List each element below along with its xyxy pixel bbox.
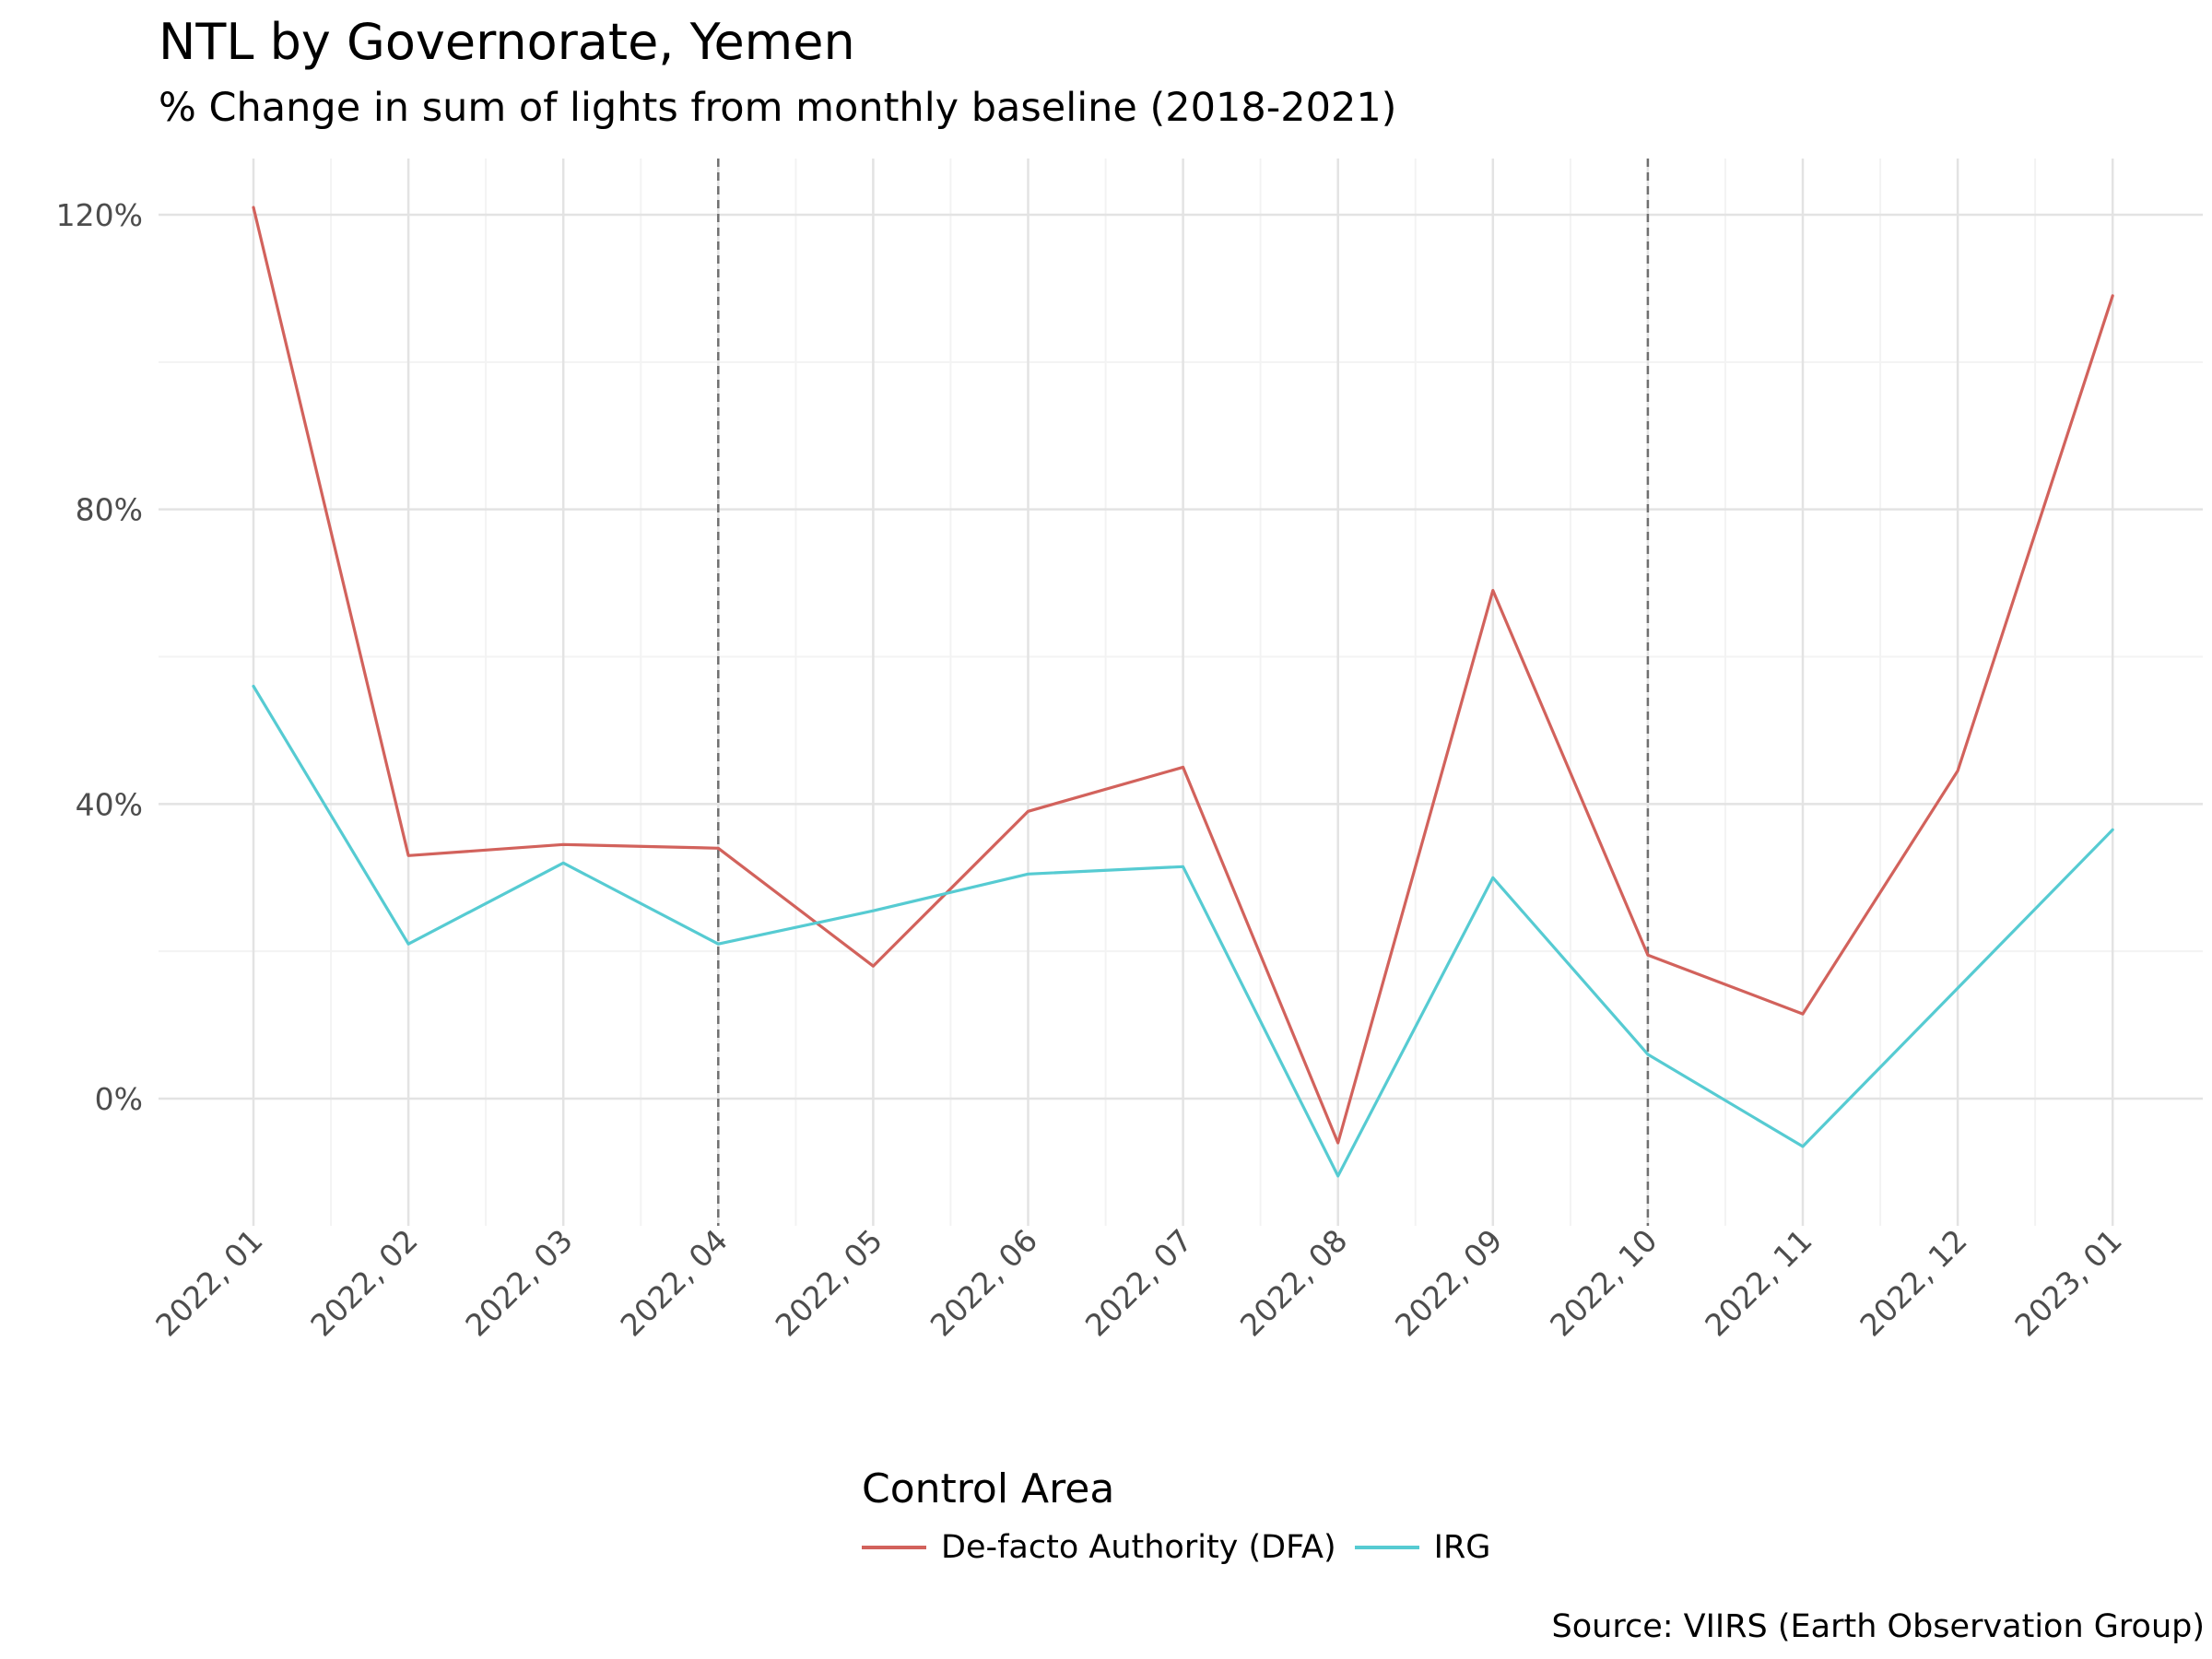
legend-swatch-dfa: [862, 1546, 926, 1549]
x-tick-label: 2022, 09: [1388, 1222, 1509, 1343]
legend-title: Control Area: [862, 1465, 1115, 1512]
y-tick-label: 120%: [56, 197, 143, 233]
x-tick-label: 2022, 05: [769, 1222, 889, 1343]
x-tick-label: 2022, 03: [458, 1222, 579, 1343]
x-tick-label: 2022, 04: [613, 1222, 734, 1343]
y-tick-label: 40%: [76, 786, 143, 822]
y-tick-label: 80%: [76, 492, 143, 528]
x-tick-label: 2023, 01: [2007, 1222, 2128, 1343]
x-tick-label: 2022, 08: [1233, 1222, 1354, 1343]
legend-item-irg: IRG: [1354, 1529, 1491, 1566]
x-tick-label: 2022, 07: [1078, 1222, 1199, 1343]
x-tick-label: 2022, 11: [1698, 1222, 1818, 1343]
x-tick-label: 2022, 06: [924, 1222, 1044, 1343]
chart-title: NTL by Governorate, Yemen: [159, 13, 855, 71]
legend-label-irg: IRG: [1433, 1529, 1491, 1566]
x-tick-label: 2022, 12: [1853, 1222, 1973, 1343]
legend-label-dfa: De-facto Authority (DFA): [941, 1529, 1336, 1566]
chart-caption: Source: VIIRS (Earth Observation Group): [1551, 1608, 2205, 1645]
legend-item-dfa: De-facto Authority (DFA): [862, 1529, 1336, 1566]
series-line-dfa: [252, 206, 2114, 1145]
x-tick-label: 2022, 02: [303, 1222, 424, 1343]
x-tick-label: 2022, 01: [148, 1222, 269, 1343]
legend: Control Area De-facto Authority (DFA) IR…: [862, 1465, 1509, 1566]
legend-swatch-irg: [1354, 1546, 1419, 1549]
chart-subtitle: % Change in sum of lights from monthly b…: [159, 85, 1397, 131]
series-line-irg: [252, 684, 2114, 1178]
x-tick-label: 2022, 10: [1543, 1222, 1664, 1343]
y-tick-label: 0%: [95, 1081, 143, 1117]
